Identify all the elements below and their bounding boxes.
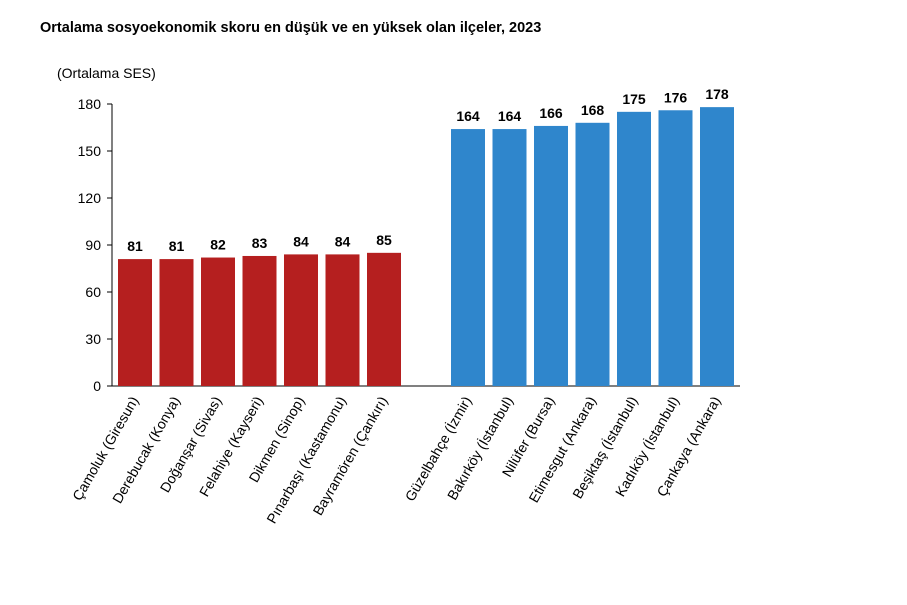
- bar: [451, 129, 485, 387]
- bar: [534, 125, 568, 386]
- y-tick-label: 60: [85, 284, 101, 300]
- y-tick-label: 180: [78, 96, 102, 112]
- bar: [159, 259, 194, 386]
- data-label: 178: [705, 86, 729, 102]
- bar: [367, 252, 401, 386]
- data-label: 164: [456, 108, 480, 124]
- data-label: 82: [210, 237, 226, 253]
- data-label: 81: [169, 238, 185, 254]
- y-axis-label: (Ortalama SES): [57, 65, 156, 81]
- data-label: 84: [293, 233, 309, 249]
- chart-title: Ortalama sosyoekonomik skoru en düşük ve…: [40, 20, 542, 36]
- y-tick-labels: 0 30 60 90 120 150 180: [78, 96, 112, 394]
- data-label: 85: [376, 232, 392, 248]
- y-tick-label: 0: [93, 378, 101, 394]
- data-label: 164: [498, 108, 522, 124]
- data-labels: 81 81 82 83 84 84 85 164 164 166 168 175 176 178: [127, 86, 729, 254]
- data-label: 84: [335, 233, 351, 249]
- data-label: 81: [127, 238, 143, 254]
- y-tick-label: 120: [78, 190, 102, 206]
- y-tick-label: 30: [85, 331, 101, 347]
- bar: [118, 259, 152, 386]
- category-labels: Çamoluk (Giresun)Derebucak (Konya)Doğanş…: [69, 393, 724, 526]
- category-label: Bayramören (Çankırı): [309, 394, 390, 519]
- data-label: 166: [539, 105, 563, 121]
- data-label: 83: [252, 235, 268, 251]
- data-label: 168: [581, 102, 605, 118]
- y-tick-label: 90: [85, 237, 101, 253]
- data-label: 175: [622, 91, 646, 107]
- bars: [118, 107, 734, 387]
- data-label: 176: [664, 89, 688, 105]
- bar: [617, 111, 651, 386]
- bar: [242, 255, 277, 386]
- bar: [492, 129, 527, 387]
- bar: [575, 122, 610, 387]
- bar: [658, 110, 693, 387]
- y-tick-label: 150: [78, 143, 102, 159]
- bar: [700, 107, 734, 386]
- bar: [284, 254, 318, 386]
- bar: [325, 254, 360, 386]
- bar: [201, 257, 235, 386]
- category-label: Pınarbaşı (Kastamonu): [263, 394, 349, 527]
